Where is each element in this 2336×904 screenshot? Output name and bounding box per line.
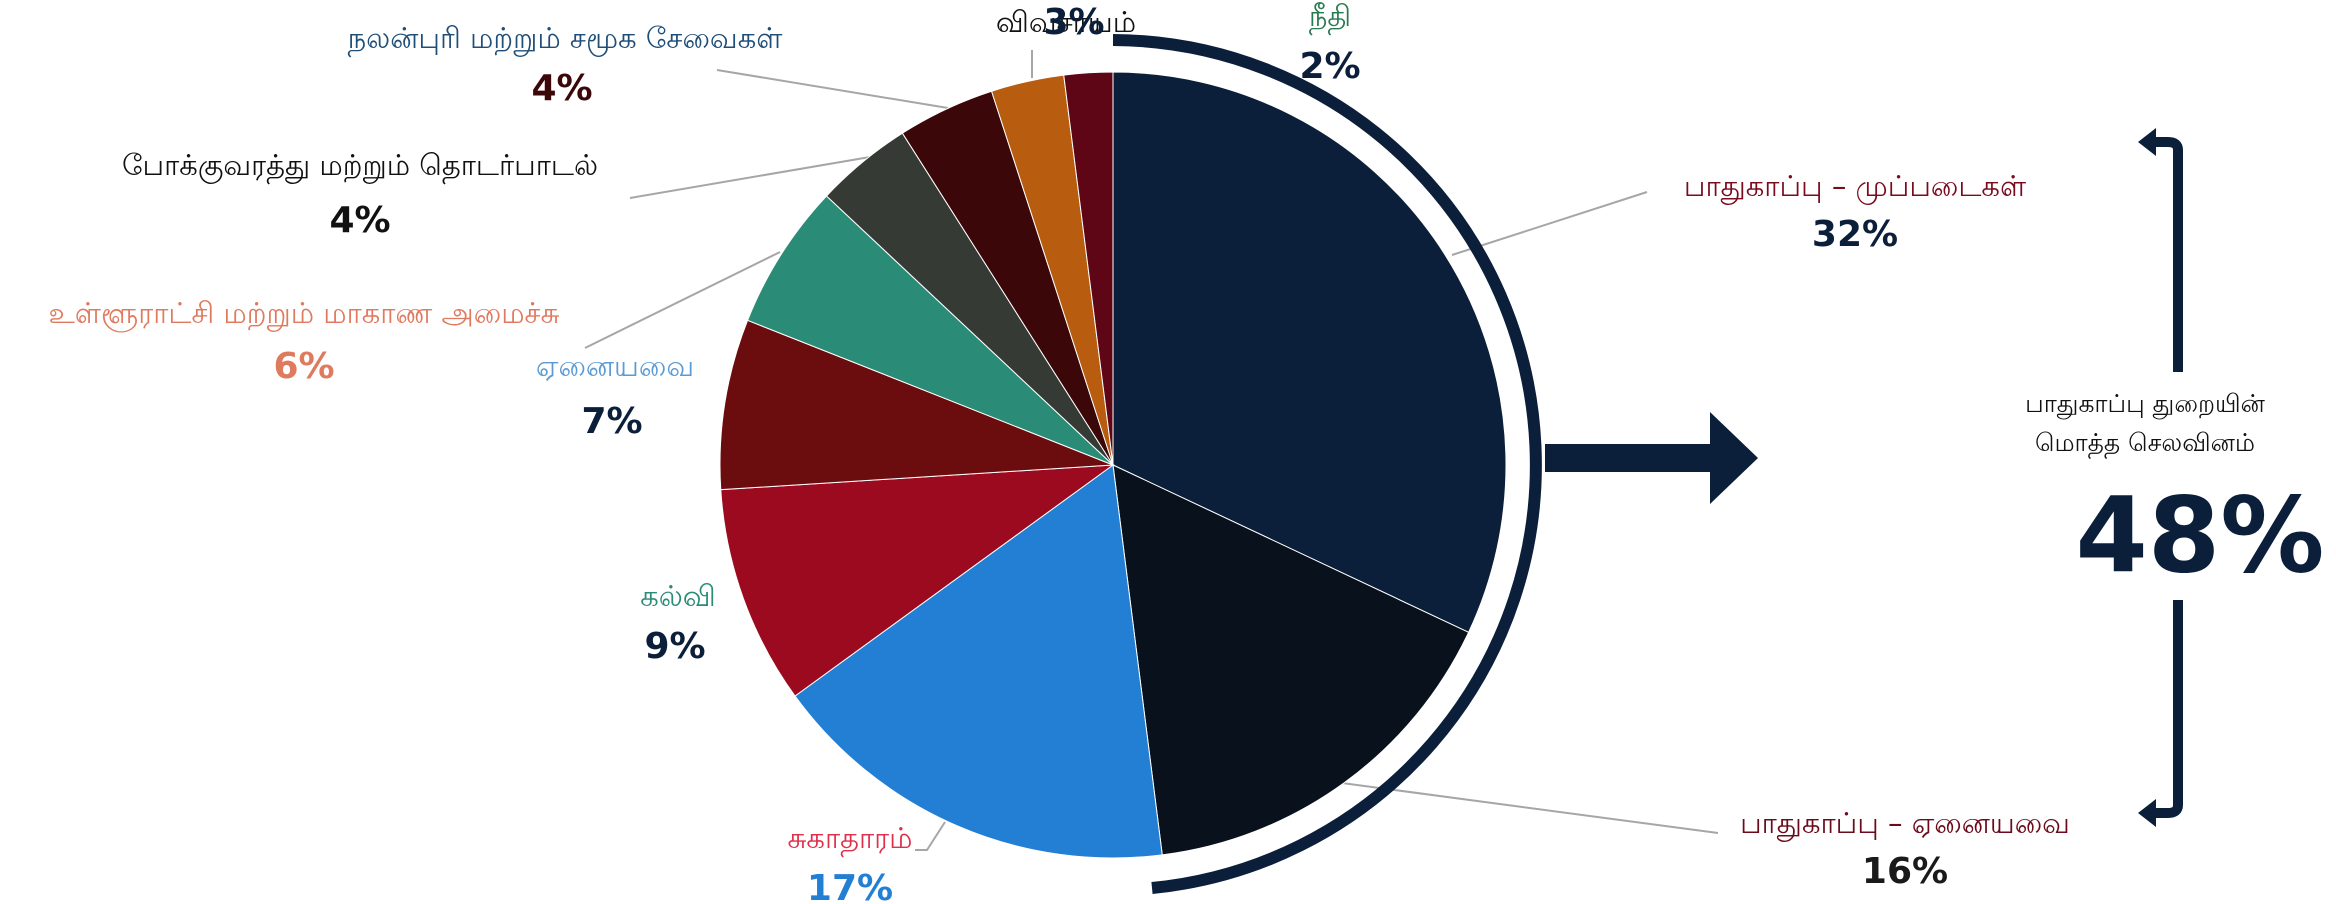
slice-label: பாதுகாப்பு – முப்படைகள்	[1684, 169, 2026, 205]
slice-value-label: 9%	[644, 626, 705, 667]
slice-label: பாதுகாப்பு – ஏனையவை	[1740, 806, 2070, 842]
slice-label: கல்வி	[640, 579, 716, 613]
pie-slice	[1063, 71, 1114, 466]
bracket-top	[2150, 137, 2183, 372]
slice-value-label: 6%	[273, 346, 334, 387]
pie-slice	[746, 195, 1114, 466]
arrowhead	[2138, 128, 2156, 156]
slice-value-label: 16%	[1862, 851, 1948, 892]
slice-label: நீதி	[1309, 0, 1351, 36]
pie	[719, 71, 1507, 859]
leader-line	[1341, 782, 1719, 834]
slice-label: விவசாயம்	[996, 5, 1136, 39]
pie-slice	[719, 319, 1114, 491]
arrow	[1545, 412, 1758, 504]
pie-slice	[794, 464, 1163, 859]
slice-label: ஏனையவை	[536, 349, 694, 383]
leader-line	[584, 251, 781, 349]
slice-value-label: 4%	[531, 68, 592, 109]
bracket-bottom	[2150, 600, 2183, 818]
leader-line	[629, 156, 871, 199]
slice-label: உள்ளூராட்சி மற்றும் மாகாண அமைச்சு	[48, 296, 559, 333]
annotation-text: பாதுகாப்பு துறையின்	[2025, 389, 2266, 420]
leader-line	[915, 821, 946, 851]
slice-value-label: 7%	[581, 401, 642, 442]
slice-value-label: 2%	[1299, 46, 1360, 87]
annotation-value: 48%	[2076, 474, 2325, 596]
arrowhead	[2138, 799, 2156, 827]
slice-label: சுகாதாரம்	[788, 821, 913, 857]
group-arc	[1112, 34, 1542, 894]
pie-slice	[1112, 71, 1507, 633]
slice-value-label: 4%	[329, 200, 390, 241]
leader-lines	[584, 50, 1719, 851]
pie-slice	[1112, 464, 1470, 856]
slice-label: நலன்புரி மற்றும் சமூக சேவைகள்	[348, 21, 783, 58]
slice-value-label: 17%	[807, 868, 893, 904]
slice-value-label: 32%	[1812, 214, 1898, 255]
annotation-text: மொத்த செலவினம்	[2035, 428, 2255, 459]
slice-value-label: 3%	[1043, 2, 1104, 43]
pie-slice	[720, 464, 1115, 697]
leader-line	[716, 69, 949, 109]
leader-line	[1451, 191, 1648, 256]
slice-label: போக்குவரத்து மற்றும் தொடர்பாடல்	[122, 148, 598, 184]
